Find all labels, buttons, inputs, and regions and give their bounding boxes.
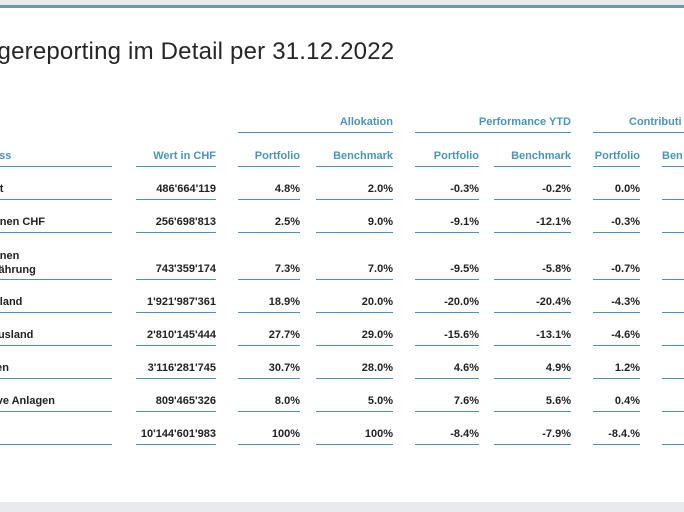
table-cell-alloc-benchmark: 7.0% (316, 263, 393, 280)
table-cell-perf-benchmark: 4.9% (494, 362, 571, 379)
table-cell-contrib-portfolio: -0.7% (593, 263, 640, 280)
column-header-class: lass (0, 150, 112, 167)
table-cell-alloc-benchmark: 20.0% (316, 296, 393, 313)
table-cell-contrib-portfolio: -0.3% (593, 216, 640, 233)
table-cell-contrib-benchmark (662, 296, 684, 313)
table-cell-wert: 2'810'145'444 (136, 329, 216, 346)
table-cell-perf-benchmark: -0.2% (494, 183, 571, 200)
table-cell-perf-portfolio: -9.5% (415, 263, 479, 280)
table-row-name-line2: währung (0, 264, 36, 276)
table-cell-alloc-benchmark: 5.0% (316, 395, 393, 412)
group-label-allokation: Allokation (339, 116, 393, 128)
table-row-name: Inland (0, 296, 112, 313)
table-cell-alloc-portfolio: 4.8% (238, 183, 300, 200)
table-cell-alloc-benchmark: 29.0% (316, 329, 393, 346)
table-cell-contrib-benchmark (662, 216, 684, 233)
table-cell-perf-benchmark: -20.4% (494, 296, 571, 313)
table-cell-perf-portfolio: -0.3% (415, 183, 479, 200)
table-cell-wert: 256'698'813 (136, 216, 216, 233)
table-cell-wert: 486'664'119 (136, 183, 216, 200)
table-cell-contrib-benchmark (662, 329, 684, 346)
table-cell-contrib-portfolio: 1.2% (593, 362, 640, 379)
table-cell-wert: 10'144'601'983 (136, 428, 216, 445)
table-cell-perf-portfolio: -20.0% (415, 296, 479, 313)
table-cell-contrib-portfolio: -4.3% (593, 296, 640, 313)
column-header-perf-benchmark: Benchmark (494, 150, 571, 167)
table-cell-perf-portfolio: -8.4% (415, 428, 479, 445)
table-row-name: tät (0, 183, 112, 200)
table-cell-alloc-portfolio: 27.7% (238, 329, 300, 346)
table-cell-alloc-portfolio: 18.9% (238, 296, 300, 313)
group-label-contribution: Contributi (629, 116, 682, 128)
column-header-alloc-portfolio: Portfolio (238, 150, 300, 167)
group-header-allokation: Allokation (238, 116, 393, 133)
column-header-contrib-benchmark: Ben (662, 150, 684, 167)
table-cell-contrib-benchmark (662, 183, 684, 200)
group-header-contribution: Contributi (593, 116, 684, 133)
group-label-performance: Performance YTD (478, 116, 571, 128)
table-cell-wert: 1'921'987'361 (136, 296, 216, 313)
table-cell-alloc-portfolio: 100% (238, 428, 300, 445)
column-header-perf-portfolio: Portfolio (415, 150, 479, 167)
report-card (0, 5, 684, 502)
table-cell-perf-portfolio: -9.1% (415, 216, 479, 233)
table-cell-alloc-benchmark: 100% (316, 428, 393, 445)
table-row-name: ionen währung (0, 249, 112, 280)
table-cell-contrib-portfolio: -8.4.% (593, 428, 640, 445)
table-row-name-line1: ionen (0, 250, 20, 262)
table-row-name: tive Anlagen (0, 395, 112, 412)
table-cell-alloc-portfolio: 7.3% (238, 263, 300, 280)
table-cell-contrib-benchmark (662, 428, 684, 445)
table-cell-alloc-portfolio: 30.7% (238, 362, 300, 379)
table-cell-alloc-benchmark: 28.0% (316, 362, 393, 379)
column-header-contrib-portfolio: Portfolio (593, 150, 640, 167)
table-cell-alloc-benchmark: 9.0% (316, 216, 393, 233)
column-header-wert: Wert in CHF (136, 150, 216, 167)
column-header-alloc-benchmark: Benchmark (316, 150, 393, 167)
table-cell-perf-portfolio: 7.6% (415, 395, 479, 412)
table-cell-perf-benchmark: -7.9% (494, 428, 571, 445)
table-row-name: ionen CHF (0, 216, 112, 233)
table-row-name: Ausland (0, 329, 112, 346)
table-cell-contrib-benchmark (662, 395, 684, 412)
table-cell-alloc-portfolio: 2.5% (238, 216, 300, 233)
table-cell-contrib-portfolio: 0.0% (593, 183, 640, 200)
table-cell-wert: 743'359'174 (136, 263, 216, 280)
table-cell-contrib-benchmark (662, 263, 684, 280)
table-cell-perf-benchmark: -13.1% (494, 329, 571, 346)
table-cell-contrib-portfolio: -4.6% (593, 329, 640, 346)
table-cell-perf-portfolio: 4.6% (415, 362, 479, 379)
table-cell-perf-benchmark: -12.1% (494, 216, 571, 233)
table-cell-contrib-portfolio: 0.4% (593, 395, 640, 412)
table-cell-contrib-benchmark (662, 362, 684, 379)
table-cell-perf-benchmark: -5.8% (494, 263, 571, 280)
group-header-performance: Performance YTD (415, 116, 571, 133)
table-cell-wert: 809'465'326 (136, 395, 216, 412)
top-accent-line (0, 5, 684, 8)
page-title: agereporting im Detail per 31.12.2022 (0, 38, 395, 65)
table-cell-wert: 3'116'281'745 (136, 362, 216, 379)
table-cell-perf-benchmark: 5.6% (494, 395, 571, 412)
table-cell-alloc-portfolio: 8.0% (238, 395, 300, 412)
table-cell-alloc-benchmark: 2.0% (316, 183, 393, 200)
table-cell-perf-portfolio: -15.6% (415, 329, 479, 346)
table-row-name: lien (0, 362, 112, 379)
table-row-name: t (0, 428, 112, 445)
